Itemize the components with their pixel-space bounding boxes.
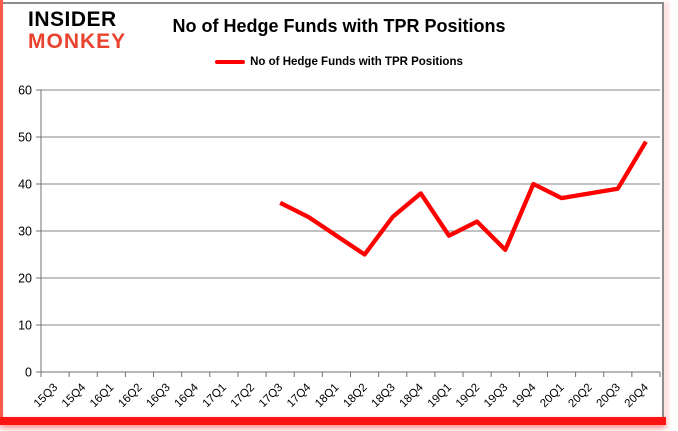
y-axis-label: 20: [18, 272, 32, 286]
frame-border-right: [662, 2, 664, 421]
legend-line-swatch: [215, 60, 246, 64]
x-axis-label: 18Q1: [313, 382, 341, 410]
insider-monkey-logo: INSIDER MONKEY: [28, 9, 126, 53]
x-axis-label: 15Q3: [32, 382, 60, 410]
x-axis-label: 20Q1: [538, 382, 566, 410]
x-axis-label: 15Q4: [60, 381, 89, 410]
y-axis-label: 10: [18, 319, 32, 333]
x-axis-label: 18Q4: [398, 381, 427, 410]
frame-border-top: [2, 2, 663, 4]
x-axis-label: 16Q3: [144, 382, 172, 410]
y-axis-label: 40: [18, 178, 32, 192]
x-axis-label: 20Q2: [566, 382, 594, 410]
y-axis-label: 60: [18, 84, 32, 98]
x-axis-label: 16Q2: [116, 382, 144, 410]
y-axis-label: 0: [25, 366, 32, 380]
x-axis-label: 20Q3: [595, 382, 623, 410]
legend-label: No of Hedge Funds with TPR Positions: [250, 56, 463, 68]
x-axis-label: 17Q1: [201, 382, 229, 410]
logo-line-insider: INSIDER: [28, 8, 117, 31]
x-axis-label: 17Q4: [285, 381, 314, 410]
chart-title: No of Hedge Funds with TPR Positions: [172, 16, 506, 36]
x-axis-label: 20Q4: [623, 381, 652, 410]
legend: No of Hedge Funds with TPR Positions: [0, 56, 678, 68]
x-axis-label: 18Q2: [341, 382, 369, 410]
bottom-accent-bar: [0, 417, 666, 425]
x-axis-label: 19Q2: [454, 382, 482, 410]
x-axis-label: 19Q4: [510, 381, 539, 410]
y-axis-label: 30: [18, 225, 32, 239]
x-axis-label: 19Q1: [426, 382, 454, 410]
x-axis-label: 16Q1: [88, 382, 116, 410]
series-line: [279, 140, 648, 257]
logo-line-monkey: MONKEY: [28, 30, 127, 53]
x-axis-label: 17Q2: [229, 382, 257, 410]
x-axis-label: 17Q3: [257, 382, 285, 410]
x-axis-label: 19Q3: [482, 382, 510, 410]
frame-border-left: [0, 0, 3, 424]
x-axis-label: 18Q3: [369, 382, 397, 410]
y-axis-label: 50: [18, 131, 32, 145]
x-axis-label: 16Q4: [173, 381, 202, 410]
